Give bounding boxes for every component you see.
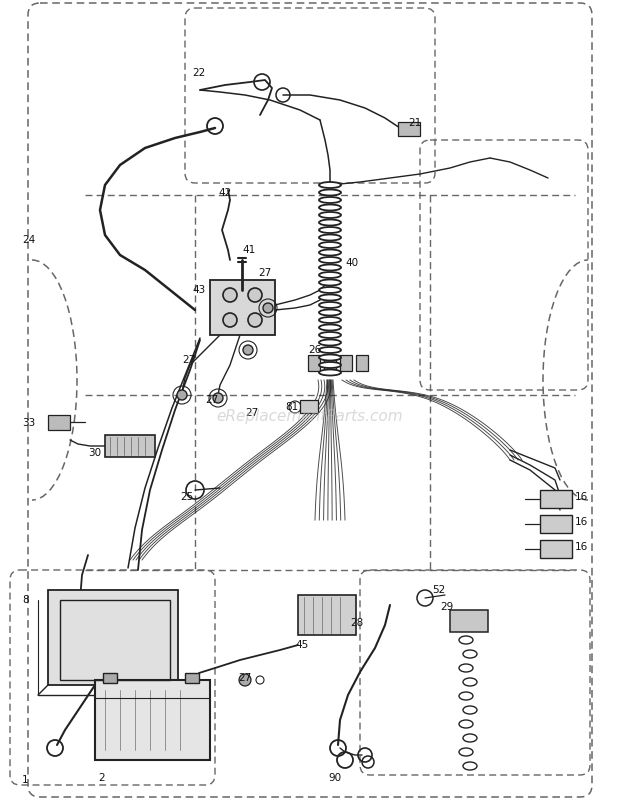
Ellipse shape bbox=[319, 205, 341, 210]
Ellipse shape bbox=[319, 287, 341, 293]
Text: 27: 27 bbox=[182, 355, 195, 365]
Bar bbox=[95, 680, 210, 760]
Circle shape bbox=[223, 288, 237, 302]
Bar bbox=[298, 595, 356, 635]
Text: 1: 1 bbox=[22, 775, 29, 785]
Text: 40: 40 bbox=[345, 258, 358, 268]
Text: 16: 16 bbox=[575, 492, 588, 502]
Ellipse shape bbox=[319, 347, 341, 353]
Text: 24: 24 bbox=[22, 235, 35, 245]
Ellipse shape bbox=[319, 234, 341, 241]
Text: 27: 27 bbox=[205, 395, 218, 405]
Ellipse shape bbox=[319, 227, 341, 233]
Text: 43: 43 bbox=[192, 285, 205, 295]
Bar bbox=[103, 673, 117, 683]
Text: 25: 25 bbox=[180, 492, 193, 502]
Text: eReplacementParts.com: eReplacementParts.com bbox=[216, 409, 404, 423]
Text: 52: 52 bbox=[432, 585, 445, 595]
Ellipse shape bbox=[319, 354, 341, 361]
Ellipse shape bbox=[319, 197, 341, 203]
Bar bbox=[540, 540, 572, 558]
Text: 29: 29 bbox=[440, 602, 453, 612]
Text: 41: 41 bbox=[242, 245, 255, 255]
Text: 27: 27 bbox=[258, 268, 272, 278]
Circle shape bbox=[177, 390, 187, 400]
Ellipse shape bbox=[319, 257, 341, 263]
Bar bbox=[450, 610, 488, 632]
Bar bbox=[185, 673, 199, 683]
Bar bbox=[540, 515, 572, 533]
Ellipse shape bbox=[319, 310, 341, 315]
Ellipse shape bbox=[319, 332, 341, 338]
Text: 8: 8 bbox=[22, 595, 29, 605]
Ellipse shape bbox=[319, 242, 341, 248]
Text: 27: 27 bbox=[238, 673, 251, 683]
Ellipse shape bbox=[319, 279, 341, 286]
Ellipse shape bbox=[319, 265, 341, 270]
Ellipse shape bbox=[319, 272, 341, 278]
Text: 30: 30 bbox=[88, 448, 101, 458]
Bar bbox=[308, 355, 320, 371]
Bar bbox=[398, 122, 420, 136]
Text: 33: 33 bbox=[22, 418, 35, 428]
Ellipse shape bbox=[319, 212, 341, 218]
Text: 26: 26 bbox=[308, 345, 321, 355]
Bar bbox=[324, 355, 336, 371]
Text: 27: 27 bbox=[245, 408, 259, 418]
Text: 16: 16 bbox=[575, 542, 588, 552]
Circle shape bbox=[223, 313, 237, 327]
Circle shape bbox=[213, 393, 223, 403]
Ellipse shape bbox=[319, 294, 341, 301]
Bar bbox=[340, 355, 352, 371]
Bar bbox=[48, 590, 178, 685]
Ellipse shape bbox=[319, 302, 341, 308]
Text: 42: 42 bbox=[218, 188, 231, 198]
Text: 81: 81 bbox=[285, 402, 298, 412]
Bar bbox=[60, 600, 170, 680]
Text: 16: 16 bbox=[575, 517, 588, 527]
Bar bbox=[540, 490, 572, 508]
Bar bbox=[210, 280, 275, 335]
Circle shape bbox=[248, 288, 262, 302]
Ellipse shape bbox=[319, 325, 341, 330]
Circle shape bbox=[239, 674, 251, 686]
Circle shape bbox=[243, 345, 253, 355]
Text: 22: 22 bbox=[192, 68, 205, 78]
Text: 45: 45 bbox=[295, 640, 308, 650]
Ellipse shape bbox=[319, 250, 341, 255]
Bar bbox=[300, 400, 318, 413]
Ellipse shape bbox=[319, 182, 341, 188]
Circle shape bbox=[263, 303, 273, 313]
Ellipse shape bbox=[319, 219, 341, 226]
Ellipse shape bbox=[319, 362, 341, 368]
Ellipse shape bbox=[319, 190, 341, 195]
Text: 90: 90 bbox=[328, 773, 341, 783]
Bar bbox=[48, 415, 70, 430]
Ellipse shape bbox=[319, 317, 341, 323]
Bar bbox=[105, 435, 155, 457]
Text: 2: 2 bbox=[98, 773, 105, 783]
Ellipse shape bbox=[319, 370, 341, 375]
Ellipse shape bbox=[319, 339, 341, 346]
Bar bbox=[356, 355, 368, 371]
Circle shape bbox=[248, 313, 262, 327]
Text: 28: 28 bbox=[350, 618, 363, 628]
Text: 21: 21 bbox=[408, 118, 421, 128]
